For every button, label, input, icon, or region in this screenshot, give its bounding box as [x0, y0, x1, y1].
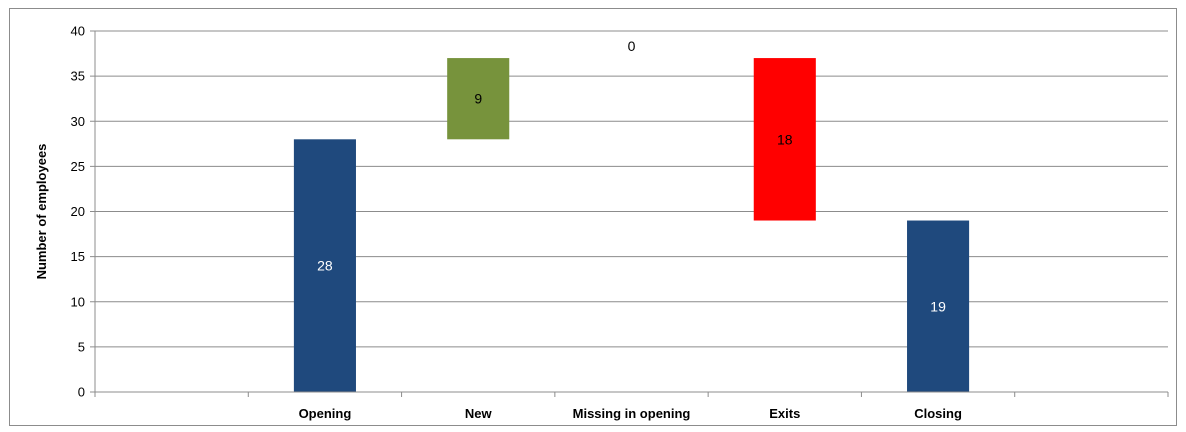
y-tick-label: 20 — [71, 204, 85, 219]
data-labels: 28 9 0 18 19 — [317, 38, 946, 314]
x-category-label: Closing — [914, 406, 962, 421]
x-category-label: Exits — [769, 406, 800, 421]
bar-new — [447, 58, 510, 140]
gridlines — [95, 30, 1168, 348]
bar-closing — [907, 220, 970, 392]
y-tick-label: 25 — [71, 159, 85, 174]
x-category-label: New — [465, 406, 493, 421]
data-label: 19 — [930, 298, 946, 314]
x-category-label: Missing in opening — [573, 406, 691, 421]
x-category-label: Opening — [299, 406, 352, 421]
bar-exits — [753, 58, 816, 221]
data-label: 9 — [474, 91, 482, 107]
data-label: 0 — [628, 38, 636, 54]
data-label: 18 — [777, 131, 793, 147]
y-tick-label: 5 — [78, 339, 85, 354]
y-tick-label: 10 — [71, 294, 85, 309]
waterfall-chart: 0 5 10 15 20 25 30 35 40 Opening New Missing in ope… — [34, 24, 1169, 421]
y-tick-label: 15 — [71, 249, 85, 264]
y-tick-label: 40 — [71, 24, 85, 39]
chart-frame: 0 5 10 15 20 25 30 35 40 Opening New Missing in ope… — [9, 8, 1177, 426]
y-axis-title: Number of employees — [34, 144, 49, 280]
axes: 0 5 10 15 20 25 30 35 40 Opening New Missing in ope… — [71, 24, 1169, 421]
bars — [293, 58, 970, 392]
bar-opening — [293, 139, 356, 392]
data-label: 28 — [317, 258, 333, 274]
y-tick-label: 0 — [78, 385, 85, 400]
y-tick-label: 30 — [71, 114, 85, 129]
y-tick-label: 35 — [71, 69, 85, 84]
